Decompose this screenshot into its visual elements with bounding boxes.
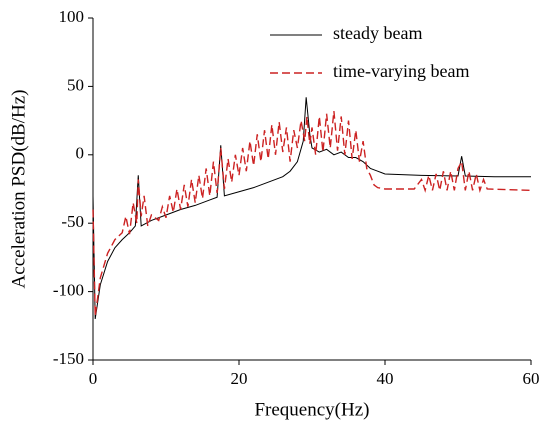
x-axis-label: Frequency(Hz) (254, 399, 369, 420)
y-tick-label: 50 (67, 75, 84, 94)
legend-label: time-varying beam (333, 61, 469, 81)
y-tick-label: 0 (76, 144, 85, 163)
y-tick-label: -150 (53, 349, 84, 368)
legend-label: steady beam (333, 23, 422, 43)
x-tick-label: 40 (377, 369, 394, 388)
y-axis-label: Acceleration PSD(dB/Hz) (8, 90, 29, 289)
x-tick-label: 60 (523, 369, 540, 388)
series-line (92, 110, 532, 317)
y-tick-label: 100 (59, 7, 85, 26)
x-tick-label: 20 (231, 369, 248, 388)
y-tick-label: -100 (53, 281, 84, 300)
x-tick-label: 0 (89, 369, 98, 388)
y-tick-label: -50 (61, 212, 84, 231)
